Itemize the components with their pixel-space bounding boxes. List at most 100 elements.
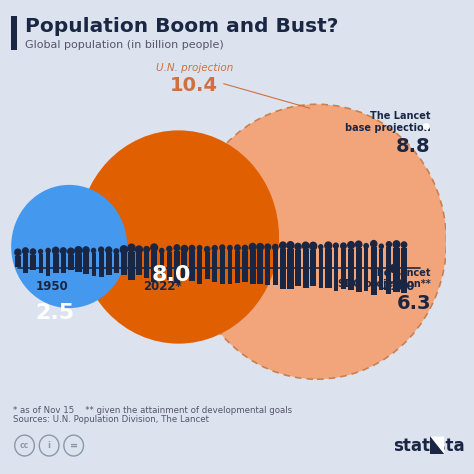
Bar <box>319 249 323 288</box>
Circle shape <box>204 246 210 253</box>
Bar <box>167 252 172 280</box>
Circle shape <box>242 245 248 252</box>
Circle shape <box>60 247 67 255</box>
Bar <box>61 254 66 273</box>
Bar <box>68 255 74 270</box>
Circle shape <box>197 245 202 251</box>
Bar <box>160 253 164 275</box>
Text: 8.0: 8.0 <box>152 265 191 285</box>
Text: =: = <box>70 440 78 451</box>
Bar <box>325 249 331 288</box>
Circle shape <box>363 243 369 249</box>
Circle shape <box>355 240 363 248</box>
Circle shape <box>272 244 279 251</box>
Circle shape <box>74 246 82 255</box>
Circle shape <box>22 247 29 255</box>
Bar <box>114 254 118 273</box>
Circle shape <box>340 242 347 250</box>
Circle shape <box>189 245 195 252</box>
Bar <box>287 249 294 289</box>
Circle shape <box>38 249 43 254</box>
Bar <box>11 16 17 50</box>
Bar <box>38 254 43 273</box>
Circle shape <box>379 244 384 249</box>
Circle shape <box>181 245 188 253</box>
Circle shape <box>347 241 355 249</box>
Circle shape <box>173 244 180 251</box>
Circle shape <box>52 246 60 255</box>
Circle shape <box>11 185 127 308</box>
Bar <box>128 252 135 280</box>
Text: cc: cc <box>20 441 29 450</box>
Text: The Lancet
base projection: The Lancet base projection <box>345 111 431 133</box>
Circle shape <box>227 245 233 251</box>
Bar <box>197 250 202 284</box>
Bar <box>151 251 157 282</box>
Bar <box>15 255 21 267</box>
Text: Global population (in billion people): Global population (in billion people) <box>25 40 223 50</box>
Text: 2.5: 2.5 <box>36 303 75 323</box>
Bar <box>91 253 96 276</box>
Bar <box>249 250 255 284</box>
Bar <box>265 250 271 285</box>
Circle shape <box>286 241 295 250</box>
Bar <box>120 253 127 275</box>
Circle shape <box>14 248 22 256</box>
Bar <box>220 250 225 284</box>
Polygon shape <box>430 436 444 454</box>
Circle shape <box>188 104 447 379</box>
Circle shape <box>105 246 112 254</box>
Circle shape <box>249 243 256 251</box>
Circle shape <box>264 243 271 251</box>
Text: 2022*: 2022* <box>143 280 182 292</box>
Bar <box>30 255 36 271</box>
Bar <box>136 253 142 275</box>
Bar <box>23 254 28 273</box>
Bar <box>75 254 82 272</box>
Bar <box>302 249 309 288</box>
Text: U.N. projection: U.N. projection <box>155 64 233 73</box>
Circle shape <box>386 241 392 248</box>
Bar <box>348 248 354 290</box>
Bar <box>235 251 240 283</box>
Circle shape <box>143 246 150 253</box>
Text: statista: statista <box>393 437 465 455</box>
Bar <box>144 252 149 277</box>
Bar <box>280 249 286 289</box>
Bar <box>189 251 195 281</box>
Circle shape <box>150 243 158 252</box>
Bar <box>386 247 392 294</box>
Bar <box>310 250 317 286</box>
Bar <box>356 248 362 292</box>
Bar <box>242 251 247 282</box>
Circle shape <box>318 244 323 250</box>
Circle shape <box>279 241 287 250</box>
Text: 6.3: 6.3 <box>396 294 431 313</box>
Circle shape <box>46 248 51 254</box>
Bar <box>228 250 232 284</box>
Circle shape <box>211 245 218 252</box>
Circle shape <box>166 246 173 252</box>
Circle shape <box>82 246 90 254</box>
Circle shape <box>135 246 143 254</box>
Circle shape <box>401 241 407 248</box>
Circle shape <box>219 244 226 251</box>
Text: i: i <box>47 441 51 450</box>
Text: 8.8: 8.8 <box>396 137 431 156</box>
Bar <box>371 247 377 295</box>
Circle shape <box>159 248 164 254</box>
Circle shape <box>301 241 310 250</box>
Text: * as of Nov 15    ** given the attainment of developmental goals: * as of Nov 15 ** given the attainment o… <box>13 406 292 414</box>
Text: 10.4: 10.4 <box>170 76 218 95</box>
Circle shape <box>324 241 332 250</box>
Circle shape <box>67 247 75 255</box>
Text: Population Boom and Bust?: Population Boom and Bust? <box>25 17 338 36</box>
Circle shape <box>294 243 302 251</box>
Bar <box>106 253 111 274</box>
Bar <box>273 250 278 285</box>
Circle shape <box>256 243 264 251</box>
Bar <box>212 251 217 282</box>
Bar <box>174 251 180 283</box>
Circle shape <box>392 240 401 249</box>
Bar <box>182 252 187 278</box>
